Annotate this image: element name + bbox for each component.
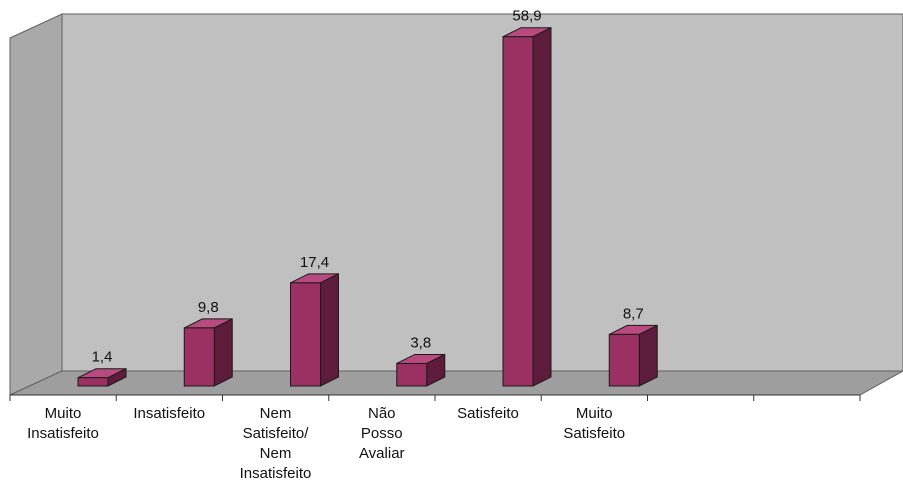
category-label-line: Satisfeito	[457, 405, 519, 422]
bar-2	[183, 318, 233, 387]
bar-front	[183, 327, 215, 387]
bar-side	[532, 26, 552, 387]
category-axis	[9, 394, 861, 401]
data-label: 58,9	[512, 8, 541, 25]
bar-front	[77, 377, 109, 387]
category-label: Satisfeito	[435, 404, 541, 424]
floor	[9, 370, 903, 396]
category-label-line: Muito	[575, 405, 613, 422]
category-label-line: Insatisfeito	[239, 465, 312, 482]
data-labels: 1,4 9,8 17,4 3,8 58,9 8,7	[92, 8, 644, 366]
chart-walls	[9, 13, 903, 396]
category-label-line: Satisfeito	[563, 425, 626, 442]
bar-front	[608, 333, 640, 387]
category-label-line: Satisfeito/	[242, 425, 309, 442]
bar-6	[608, 324, 658, 387]
data-label: 9,8	[198, 299, 219, 316]
data-label: 3,8	[410, 334, 431, 351]
category-label: Nem Satisfeito/Nem Insatisfeito	[223, 404, 329, 484]
bar-front	[502, 36, 534, 387]
category-label-line: Nem	[259, 445, 292, 462]
side-wall	[9, 13, 63, 396]
category-label-line: Muito	[44, 405, 82, 422]
category-label-line: Posso	[360, 425, 403, 442]
data-label: 17,4	[300, 254, 329, 271]
bar-5	[502, 26, 552, 387]
category-label-line: Insatisfeito	[27, 425, 99, 442]
category-label-line: Insatisfeito	[133, 405, 206, 422]
bar-1	[77, 367, 127, 387]
category-label-line: Não	[367, 405, 396, 422]
bar-3	[290, 273, 339, 387]
bar-front	[290, 282, 321, 387]
bar-side	[320, 273, 339, 387]
data-label: 1,4	[92, 349, 113, 366]
bar-side	[638, 324, 658, 387]
data-label: 8,7	[623, 305, 644, 322]
category-label-line: Nem	[259, 405, 292, 422]
category-label-line: Avaliar	[358, 445, 405, 462]
category-label: Insatisfeito	[116, 404, 222, 424]
category-label: Não Posso Avaliar	[329, 404, 435, 464]
bar-side	[213, 318, 233, 387]
bar-front	[396, 362, 428, 387]
category-label: Muito Satisfeito	[541, 404, 647, 444]
bars	[77, 26, 658, 387]
bar-4	[396, 353, 446, 387]
back-wall	[61, 13, 903, 372]
category-label: Muito Insatisfeito	[10, 404, 116, 444]
